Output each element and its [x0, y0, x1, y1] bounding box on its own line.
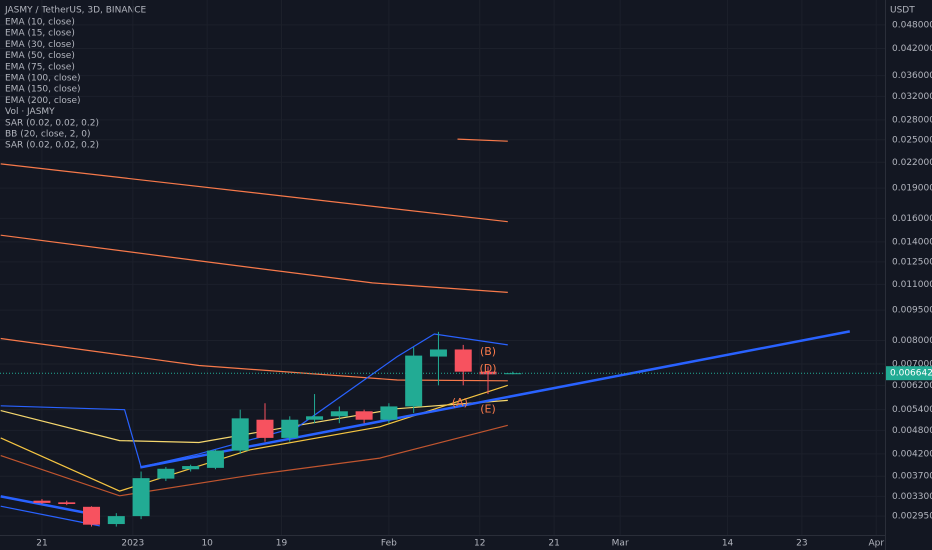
indicator-label: EMA (100, close) — [5, 74, 81, 84]
candle-body — [281, 419, 299, 438]
y-tick-label: 0.036000 — [892, 71, 932, 81]
candle-body — [355, 411, 373, 420]
indicator-label: Vol · JASMY — [5, 107, 55, 117]
x-tick-label: 12 — [474, 539, 485, 549]
y-tick-label: 0.004200 — [892, 449, 932, 459]
y-tick-label: 0.005400 — [892, 405, 932, 415]
y-tick-label: 0.002950 — [892, 512, 932, 522]
annotation: (E) — [480, 403, 496, 416]
indicator-label: SAR (0.02, 0.02, 0.2) — [5, 118, 99, 128]
y-tick-label: 0.025000 — [892, 135, 932, 145]
candle-body — [58, 502, 76, 505]
indicator-label: EMA (15, close) — [5, 29, 75, 39]
indicator-label: EMA (30, close) — [5, 40, 75, 50]
candle-body — [306, 416, 324, 420]
y-tick-label: 0.007000 — [892, 359, 932, 369]
annotation: (B) — [480, 345, 496, 358]
indicator-label: EMA (150, close) — [5, 85, 81, 95]
candle-body — [107, 516, 125, 525]
candle-body — [132, 478, 150, 517]
candle-body — [380, 406, 398, 420]
y-tick-label: 0.011000 — [892, 280, 932, 290]
x-tick-label: 2023 — [121, 539, 144, 549]
candle-body — [405, 355, 423, 407]
annotation: (A) — [452, 396, 468, 409]
y-tick-label: 0.022000 — [892, 158, 932, 168]
last-price-box — [886, 366, 932, 381]
x-tick-label: 23 — [796, 539, 807, 549]
x-tick-label: Apr — [868, 539, 884, 549]
y-tick-label: 0.028000 — [892, 115, 932, 125]
candle-body — [429, 349, 447, 357]
indicator-label: SAR (0.02, 0.02, 0.2) — [5, 141, 99, 151]
x-tick-label: 19 — [276, 539, 288, 549]
y-tick-label: 0.014000 — [892, 237, 932, 247]
candle-body — [83, 506, 101, 525]
indicator-label: EMA (10, close) — [5, 18, 75, 28]
y-tick-label: 0.048000 — [892, 20, 932, 30]
indicator-line — [140, 330, 851, 469]
x-tick-label: Mar — [612, 539, 629, 549]
indicator-line — [0, 163, 508, 223]
indicator-label: EMA (200, close) — [5, 96, 81, 106]
y-tick-label: 0.032000 — [892, 92, 932, 102]
indicator-label: EMA (75, close) — [5, 62, 75, 72]
y-tick-label: 0.003300 — [892, 492, 932, 502]
x-tick-label: 14 — [722, 539, 734, 549]
y-tick-label: 0.006200 — [892, 381, 932, 391]
y-tick-label: 0.042000 — [892, 44, 932, 54]
candle-body — [157, 468, 175, 479]
candle-body — [479, 371, 497, 375]
candle-body — [256, 419, 274, 438]
y-axis-label: USDT — [890, 6, 915, 16]
indicator-line — [0, 337, 508, 382]
last-price-label: 0.006642 — [890, 369, 932, 379]
y-tick-label: 0.016000 — [892, 214, 932, 224]
indicator-label: EMA (50, close) — [5, 51, 75, 61]
x-tick-label: 21 — [36, 539, 47, 549]
y-tick-label: 0.019000 — [892, 184, 932, 194]
indicator-line — [0, 424, 508, 497]
annotation: (D) — [479, 362, 496, 375]
chart-title: JASMY / TetherUS, 3D, BINANCE — [4, 6, 146, 16]
x-tick-label: 10 — [201, 539, 213, 549]
candle-body — [454, 349, 472, 372]
indicator-line — [0, 234, 508, 293]
candle-body — [330, 411, 348, 417]
y-tick-label: 0.008000 — [892, 336, 932, 346]
y-tick-label: 0.012500 — [892, 257, 932, 267]
candle-body — [504, 373, 522, 375]
candle-body — [231, 418, 249, 451]
x-tick-label: Feb — [381, 539, 397, 549]
indicator-label: BB (20, close, 2, 0) — [5, 130, 90, 140]
x-tick-label: 21 — [548, 539, 559, 549]
y-tick-label: 0.004800 — [892, 426, 932, 436]
y-tick-label: 0.009500 — [892, 306, 932, 316]
candle-body — [206, 450, 224, 468]
y-tick-label: 0.003700 — [892, 472, 932, 482]
candle-body — [33, 500, 51, 503]
indicator-line — [457, 138, 508, 142]
candle-body — [182, 466, 200, 470]
